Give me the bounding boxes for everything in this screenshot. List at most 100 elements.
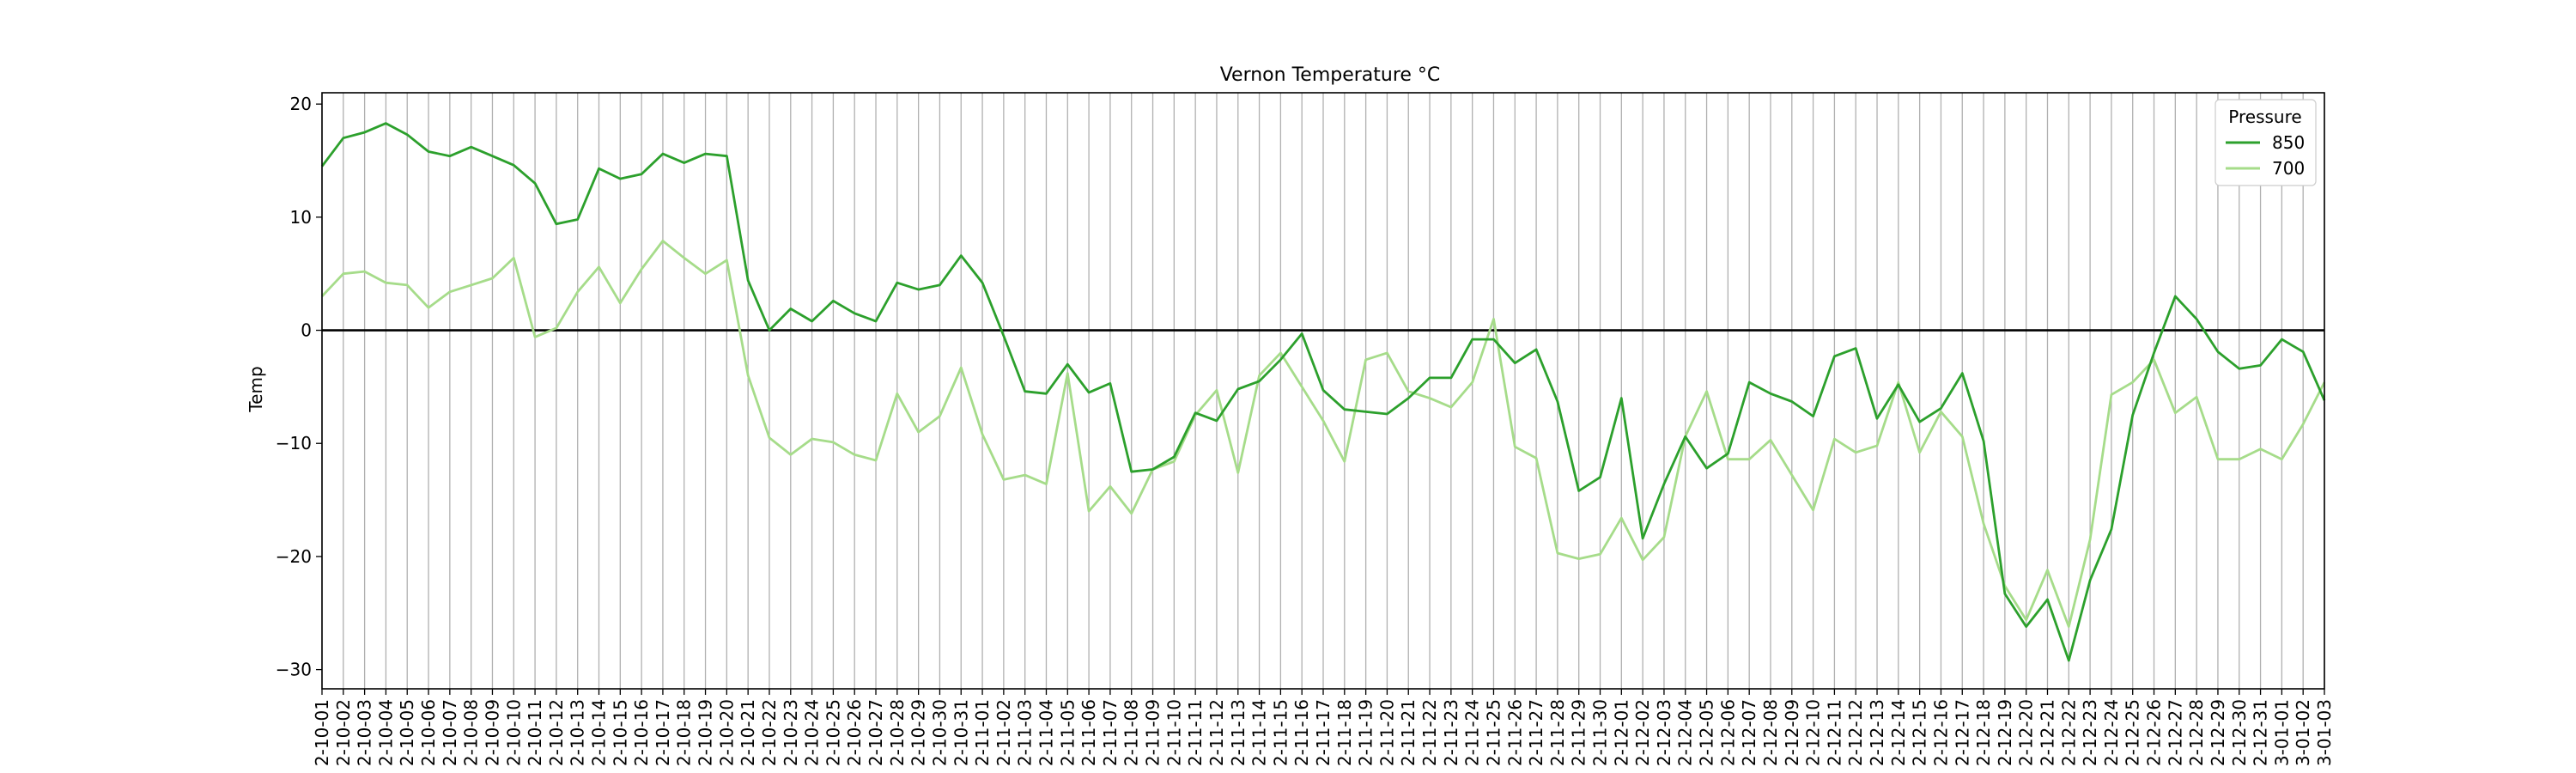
x-tick-label: 2-10-10 <box>503 699 524 766</box>
legend-title: Pressure <box>2228 107 2301 127</box>
x-tick-label: 2-10-02 <box>333 699 354 766</box>
x-tick-label: 2-11-24 <box>1462 699 1483 766</box>
x-tick-label: 2-10-01 <box>312 699 332 766</box>
x-tick-label: 2-10-24 <box>802 699 823 766</box>
y-axis-ticks: 20 10 0 −10 −20 −30 <box>276 94 322 680</box>
legend-box <box>2215 99 2317 186</box>
x-tick-label: 2-10-19 <box>696 699 716 766</box>
x-tick-label: 2-10-27 <box>866 699 886 766</box>
x-tick-label: 2-11-17 <box>1313 699 1334 766</box>
x-tick-label: 2-12-14 <box>1888 699 1909 766</box>
x-tick-label: 2-12-12 <box>1845 699 1866 766</box>
x-tick-label: 2-12-16 <box>1930 699 1951 766</box>
x-tick-label: 2-10-21 <box>738 699 758 766</box>
y-axis-label: Temp <box>246 366 266 412</box>
x-tick-label: 2-10-16 <box>631 699 652 766</box>
x-tick-label: 3-01-01 <box>2271 699 2292 766</box>
x-tick-label: 2-12-17 <box>1952 699 1972 766</box>
x-tick-label: 2-11-25 <box>1483 699 1504 766</box>
x-tick-label: 2-11-07 <box>1100 699 1121 766</box>
x-tick-label: 2-10-03 <box>355 699 375 766</box>
series-line-850 <box>320 122 2326 662</box>
x-tick-label: 2-12-01 <box>1611 699 1631 766</box>
x-tick-label: 2-11-23 <box>1441 699 1461 766</box>
x-tick-label: 2-11-27 <box>1526 699 1546 766</box>
series-layer <box>320 122 2326 662</box>
x-tick-label: 2-10-06 <box>418 699 439 766</box>
x-tick-label: 2-12-06 <box>1717 699 1738 766</box>
x-tick-label: 2-12-13 <box>1867 699 1887 766</box>
x-tick-label: 2-11-20 <box>1376 699 1397 766</box>
x-tick-label: 2-11-01 <box>972 699 993 766</box>
x-tick-label: 2-11-11 <box>1185 699 1206 766</box>
x-tick-label: 2-10-17 <box>653 699 673 766</box>
x-tick-label: 2-11-21 <box>1398 699 1419 766</box>
y-tick-label: −10 <box>276 433 312 453</box>
x-tick-label: 2-12-03 <box>1654 699 1674 766</box>
x-tick-label: 2-12-19 <box>1995 699 2015 766</box>
x-tick-label: 2-11-26 <box>1504 699 1525 766</box>
x-tick-label: 2-10-14 <box>589 699 610 766</box>
x-tick-label: 2-12-28 <box>2186 699 2207 766</box>
x-tick-label: 2-12-24 <box>2101 699 2122 766</box>
x-tick-label: 2-12-21 <box>2037 699 2057 766</box>
x-tick-label: 2-11-13 <box>1228 699 1249 766</box>
x-tick-label: 2-11-14 <box>1249 699 1270 766</box>
x-tick-label: 2-12-08 <box>1760 699 1781 766</box>
x-tick-label: 2-10-29 <box>908 699 929 766</box>
x-tick-label: 2-10-30 <box>929 699 950 766</box>
x-tick-label: 2-11-08 <box>1121 699 1142 766</box>
x-tick-label: 2-11-05 <box>1057 699 1078 766</box>
x-tick-label: 2-10-04 <box>375 699 396 766</box>
x-tick-label: 2-10-12 <box>546 699 567 766</box>
y-tick-label: −30 <box>276 660 312 680</box>
x-tick-label: 2-11-15 <box>1270 699 1291 766</box>
x-tick-label: 2-12-11 <box>1824 699 1844 766</box>
chart-title: Vernon Temperature °C <box>1220 64 1441 86</box>
x-tick-label: 2-11-12 <box>1206 699 1227 766</box>
x-tick-label: 2-10-28 <box>887 699 908 766</box>
x-tick-label: 2-11-22 <box>1419 699 1440 766</box>
y-tick-label: 0 <box>301 320 312 341</box>
series-line-700 <box>320 240 2326 628</box>
x-tick-label: 2-12-10 <box>1803 699 1824 766</box>
y-tick-label: −20 <box>276 546 312 567</box>
x-tick-label: 2-11-30 <box>1590 699 1611 766</box>
x-tick-label: 2-10-23 <box>781 699 801 766</box>
x-axis-ticks: 2-10-01 2-10-02 2-10-03 2-10-04 2-10-05 2-10-… <box>312 689 2335 766</box>
x-tick-label: 2-12-23 <box>2080 699 2100 766</box>
x-tick-label: 2-12-04 <box>1675 699 1696 766</box>
x-tick-label: 2-11-04 <box>1036 699 1056 766</box>
legend: Pressure 850 700 <box>2215 99 2317 186</box>
x-tick-label: 2-10-22 <box>759 699 780 766</box>
x-tick-label: 2-11-19 <box>1356 699 1376 766</box>
x-tick-label: 2-12-07 <box>1739 699 1759 766</box>
x-tick-label: 3-01-02 <box>2293 699 2313 766</box>
x-tick-label: 2-12-18 <box>1973 699 1994 766</box>
x-tick-label: 2-11-18 <box>1334 699 1355 766</box>
x-tick-label: 2-10-09 <box>482 699 502 766</box>
x-tick-label: 2-12-31 <box>2251 699 2271 766</box>
x-tick-label: 2-12-25 <box>2123 699 2143 766</box>
x-tick-label: 2-12-02 <box>1632 699 1653 766</box>
x-tick-label: 2-10-18 <box>674 699 695 766</box>
x-tick-label: 2-12-05 <box>1697 699 1717 766</box>
x-tick-label: 2-10-05 <box>397 699 417 766</box>
x-tick-label: 2-11-09 <box>1143 699 1163 766</box>
x-tick-label: 2-10-20 <box>716 699 737 766</box>
x-tick-label: 3-01-03 <box>2314 699 2335 766</box>
x-tick-label: 2-10-08 <box>461 699 482 766</box>
x-tick-label: 2-10-25 <box>823 699 843 766</box>
x-tick-label: 2-11-02 <box>993 699 1014 766</box>
x-tick-label: 2-12-20 <box>2016 699 2037 766</box>
x-tick-label: 2-11-29 <box>1569 699 1589 766</box>
x-tick-label: 2-12-09 <box>1782 699 1802 766</box>
x-tick-label: 2-10-11 <box>525 699 545 766</box>
y-tick-label: 10 <box>290 207 312 228</box>
x-tick-label: 2-12-30 <box>2229 699 2250 766</box>
x-tick-label: 2-10-07 <box>440 699 460 766</box>
x-gridlines <box>321 93 2325 689</box>
x-tick-label: 2-10-15 <box>610 699 630 766</box>
x-tick-label: 2-10-26 <box>844 699 865 766</box>
